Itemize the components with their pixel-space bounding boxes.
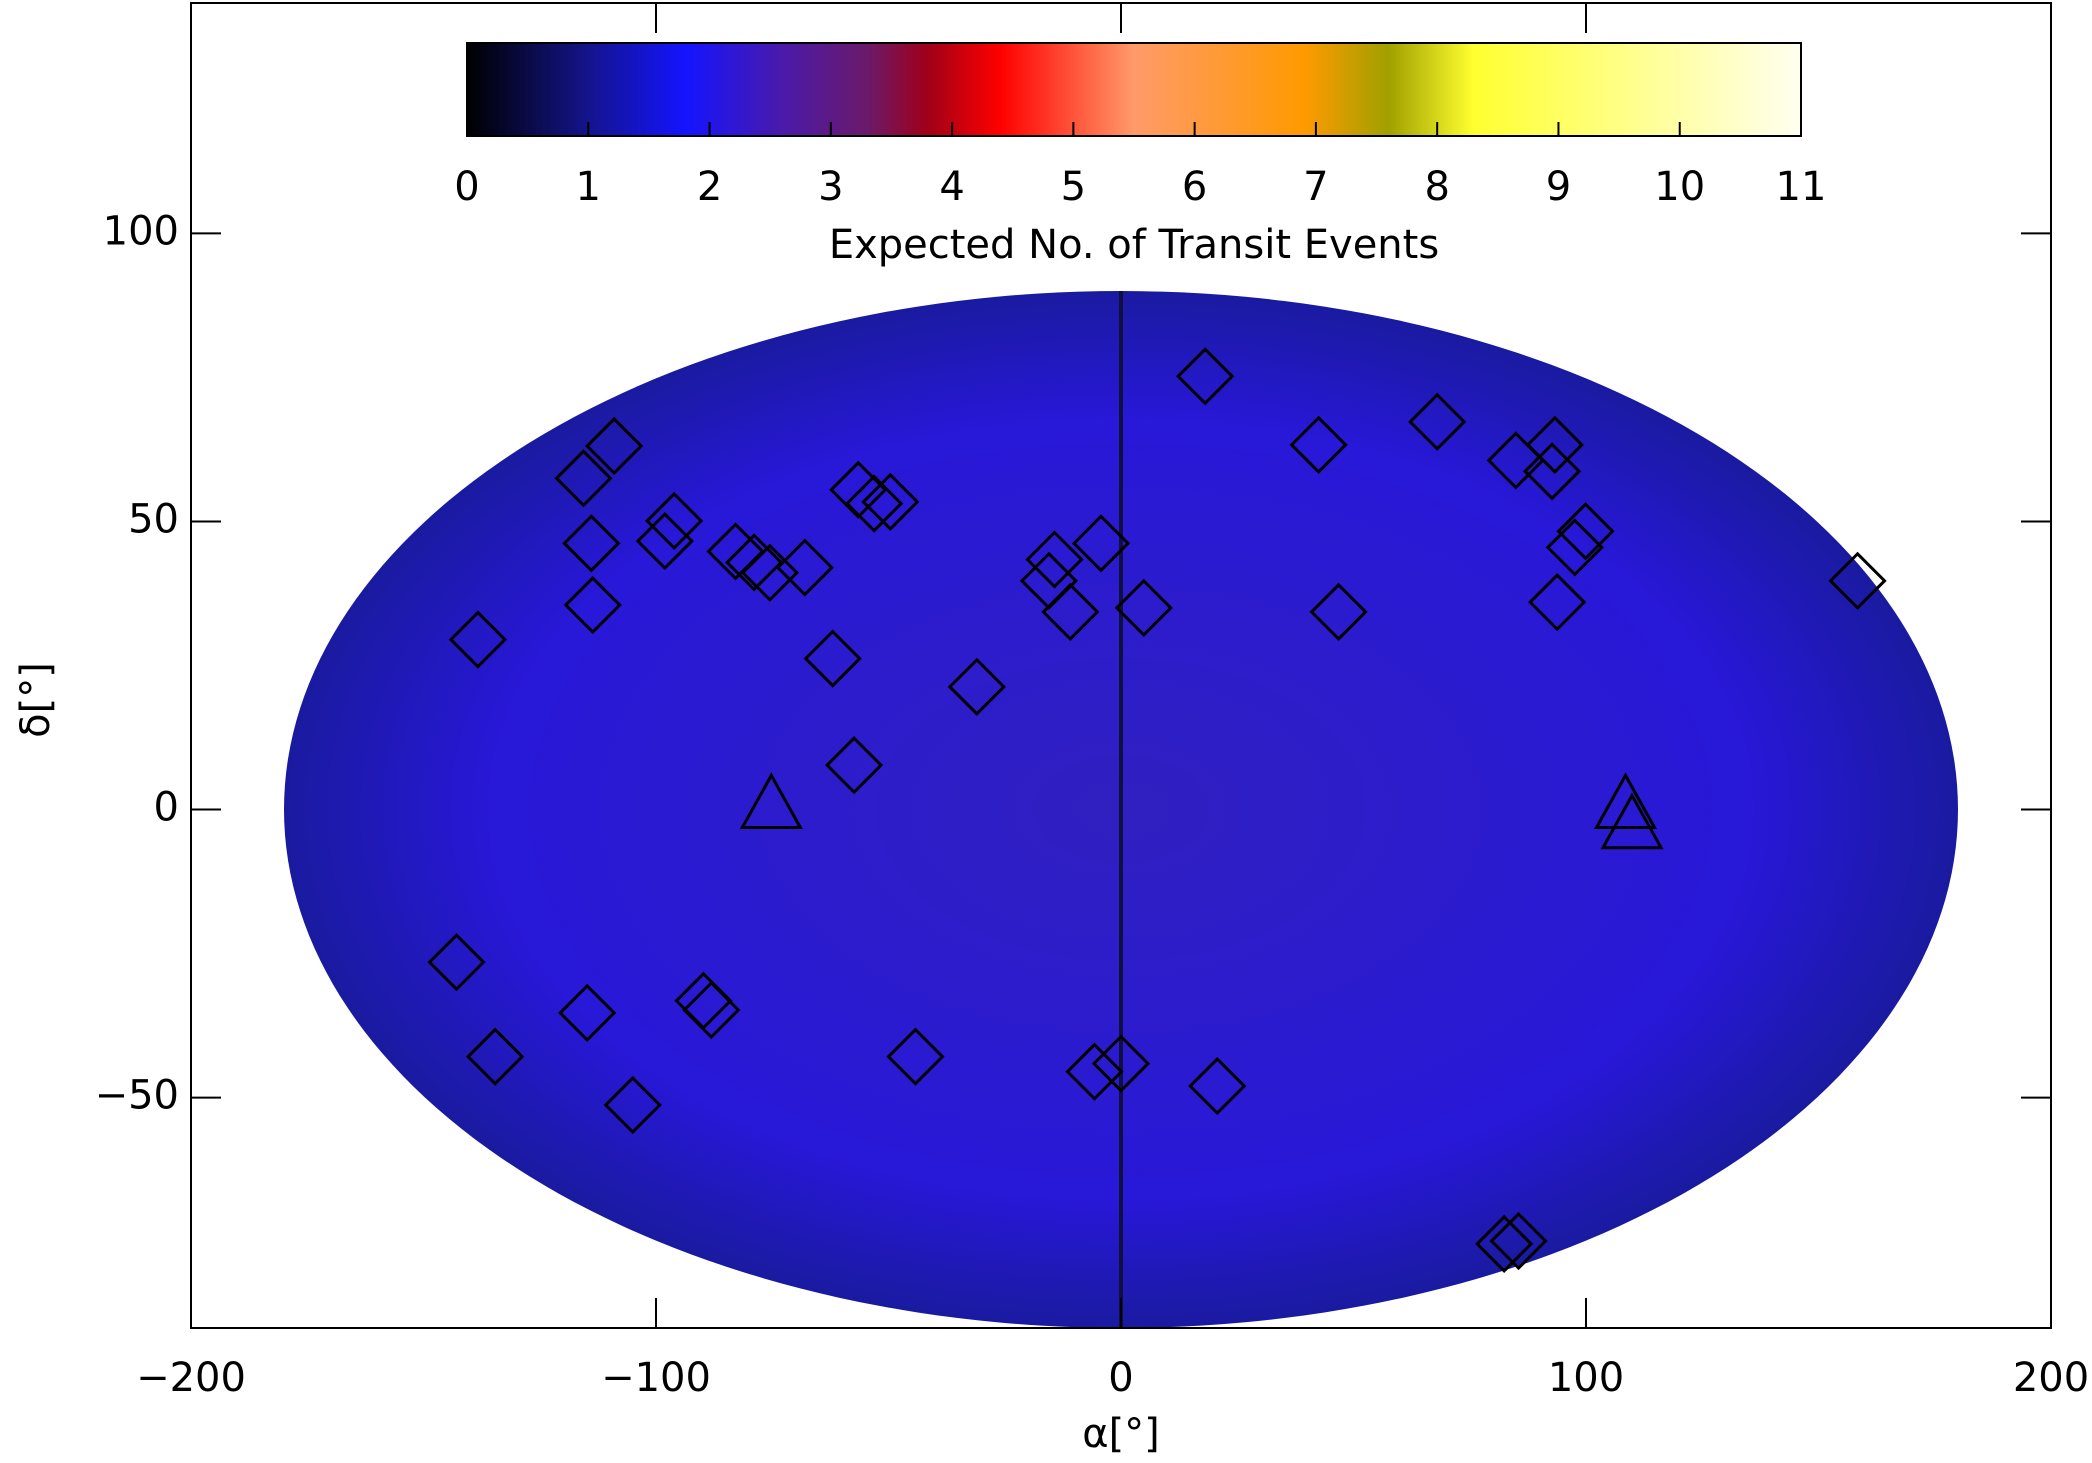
diamond-marker <box>803 629 862 688</box>
diamond-marker <box>706 522 765 581</box>
triangle-marker <box>1600 792 1664 850</box>
diamond-marker <box>558 983 617 1043</box>
diamond-marker <box>1188 1056 1247 1116</box>
diamond-marker <box>603 1075 662 1135</box>
colorbar-tick-label: 10 <box>1654 164 1705 210</box>
x-tick-label: −200 <box>136 1355 246 1401</box>
diamond-marker <box>1528 573 1587 632</box>
x-tick-label: 100 <box>1548 1355 1624 1401</box>
y-tick-label: 0 <box>154 785 179 831</box>
diamond-marker <box>1065 1042 1124 1101</box>
diamond-marker <box>1489 1211 1548 1271</box>
colorbar-tick-label: 11 <box>1776 164 1827 210</box>
diamond-marker <box>1828 551 1887 610</box>
triangle-marker <box>739 772 803 830</box>
diamond-marker <box>427 933 486 992</box>
colorbar-tick-label: 3 <box>818 164 843 210</box>
y-tick-label: −50 <box>95 1073 179 1119</box>
diamond-marker <box>1525 415 1584 474</box>
diamond-marker <box>1025 530 1084 589</box>
colorbar-tick-label: 1 <box>576 164 601 210</box>
x-axis-label: α[°] <box>1082 1411 1160 1457</box>
y-axis-label: δ[°] <box>13 662 59 738</box>
colorbar-tick-label: 9 <box>1546 164 1571 210</box>
diamond-marker <box>635 511 694 571</box>
diamond-marker <box>1309 582 1368 642</box>
diamond-marker <box>1475 1214 1534 1274</box>
y-tick-label: 100 <box>103 208 179 254</box>
colorbar-tick-label: 2 <box>697 164 722 210</box>
diamond-marker <box>682 980 741 1040</box>
x-tick-label: −100 <box>601 1355 711 1401</box>
triangle-marker <box>1593 772 1658 830</box>
diamond-marker <box>775 538 834 597</box>
colorbar-tick-label: 6 <box>1182 164 1207 210</box>
x-tick-label: 0 <box>1108 1355 1133 1401</box>
diamond-marker <box>1289 415 1348 474</box>
diamond-marker <box>861 472 920 532</box>
sky-map <box>284 291 1958 1328</box>
diamond-marker <box>824 736 884 795</box>
diamond-marker <box>448 610 508 669</box>
diamond-marker <box>844 474 904 533</box>
x-tick-label: 200 <box>2013 1355 2089 1401</box>
colorbar <box>466 42 1802 137</box>
colorbar-tick-label: 4 <box>939 164 964 210</box>
diamond-marker <box>947 657 1006 716</box>
colorbar-tick-label: 7 <box>1303 164 1328 210</box>
diamond-marker <box>1408 392 1467 451</box>
y-tick-label: 50 <box>128 496 179 542</box>
colorbar-label: Expected No. of Transit Events <box>829 222 1439 268</box>
diamond-marker <box>645 491 704 551</box>
diamond-marker <box>1071 514 1131 573</box>
colorbar-tick-label: 5 <box>1061 164 1086 210</box>
diamond-marker <box>1522 442 1582 501</box>
diamond-marker <box>554 449 613 508</box>
diamond-marker <box>563 575 622 635</box>
diamond-marker <box>585 416 644 476</box>
diamond-marker <box>1041 582 1100 642</box>
diamond-marker <box>724 533 784 592</box>
colorbar-tick-label: 0 <box>454 164 479 210</box>
diamond-marker <box>1091 1034 1151 1093</box>
diamond-marker <box>886 1027 945 1086</box>
diamond-marker <box>1114 578 1173 638</box>
diamond-marker <box>1545 518 1604 577</box>
diamond-marker <box>465 1027 525 1086</box>
colorbar-tick-label: 8 <box>1424 164 1449 210</box>
diamond-marker <box>562 514 621 573</box>
diamond-marker <box>1176 347 1235 406</box>
diamond-marker <box>1556 502 1615 561</box>
